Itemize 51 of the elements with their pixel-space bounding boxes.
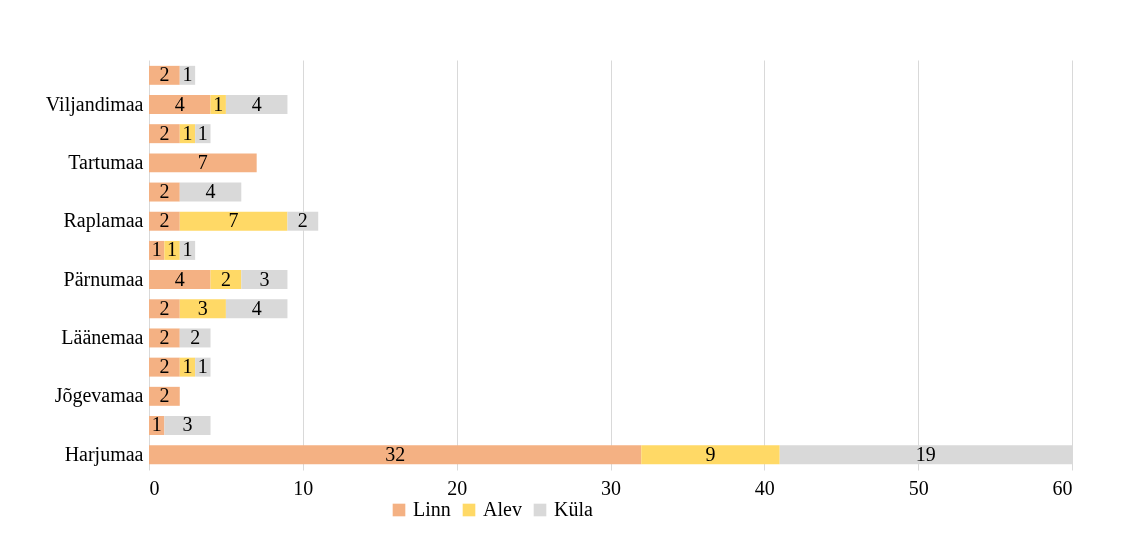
x-tick-label: 50 (908, 476, 929, 499)
data-label: 2 (159, 355, 170, 378)
legend-label: Linn (413, 498, 451, 520)
data-label: 1 (151, 413, 162, 436)
data-label: 1 (182, 238, 193, 261)
y-tick-label: Jõgevamaa (54, 384, 144, 408)
data-label: 7 (228, 209, 239, 232)
data-label: 7 (197, 150, 208, 173)
y-tick-label: Raplamaa (63, 209, 144, 233)
y-tick-label: Läänemaa (61, 325, 144, 348)
y-tick-label: Viljandimaa (45, 92, 144, 116)
data-label: 3 (197, 296, 208, 319)
y-tick-label: Tartumaa (68, 150, 144, 173)
data-label: 2 (159, 209, 170, 232)
data-label: 4 (251, 296, 262, 319)
x-tick-label: 0 (149, 476, 160, 499)
data-label: 2 (159, 121, 170, 144)
data-label: 4 (251, 92, 262, 115)
data-label: 19 (915, 442, 936, 465)
data-label: 1 (182, 355, 193, 378)
data-label: 4 (205, 180, 216, 203)
x-tick-label: 20 (447, 476, 468, 499)
data-label: 1 (213, 92, 224, 115)
data-label: 4 (174, 92, 185, 115)
x-tick-label: 40 (754, 476, 775, 499)
data-label: 1 (182, 121, 193, 144)
data-label: 2 (297, 209, 308, 232)
data-label: 1 (197, 355, 208, 378)
data-label: 1 (197, 121, 208, 144)
data-label: 3 (182, 413, 193, 436)
data-label: 2 (190, 325, 201, 348)
data-label: 3 (259, 267, 270, 290)
data-label: 2 (159, 296, 170, 319)
data-label: 2 (159, 63, 170, 86)
legend-label: Küla (554, 498, 593, 520)
y-tick-label: Harjumaa (64, 442, 144, 466)
data-label: 1 (167, 238, 178, 261)
data-label: 2 (159, 180, 170, 203)
legend-label: Alev (483, 498, 522, 520)
data-label: 4 (174, 267, 185, 290)
x-tick-label: 30 (601, 476, 621, 499)
data-label: 2 (159, 384, 170, 407)
data-label: 1 (151, 238, 162, 261)
data-label: 1 (182, 63, 193, 86)
x-tick-label: 60 (1052, 476, 1073, 499)
data-label: 2 (159, 325, 170, 348)
data-label: 32 (385, 442, 406, 465)
x-tick-label: 10 (293, 476, 314, 499)
data-label: 2 (220, 267, 231, 290)
y-tick-label: Pärnumaa (63, 267, 144, 290)
data-label: 9 (705, 442, 716, 465)
